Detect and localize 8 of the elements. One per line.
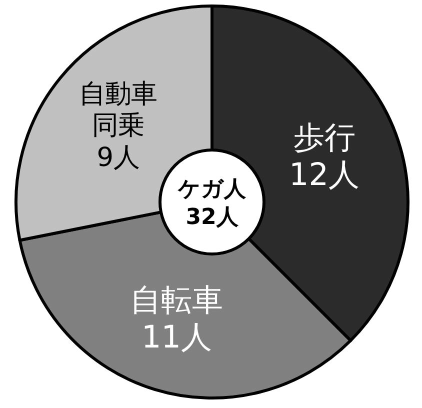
data-label: 12人	[289, 156, 360, 193]
text: ケガ人	[177, 177, 247, 202]
text: 32人	[186, 205, 240, 230]
slice-label: 自動車同乗	[79, 80, 158, 142]
data-label: 9人	[96, 142, 140, 173]
data-label: 11人	[142, 320, 212, 356]
slice-label: 自転車	[130, 282, 224, 319]
slice-label: 歩行	[293, 120, 356, 156]
